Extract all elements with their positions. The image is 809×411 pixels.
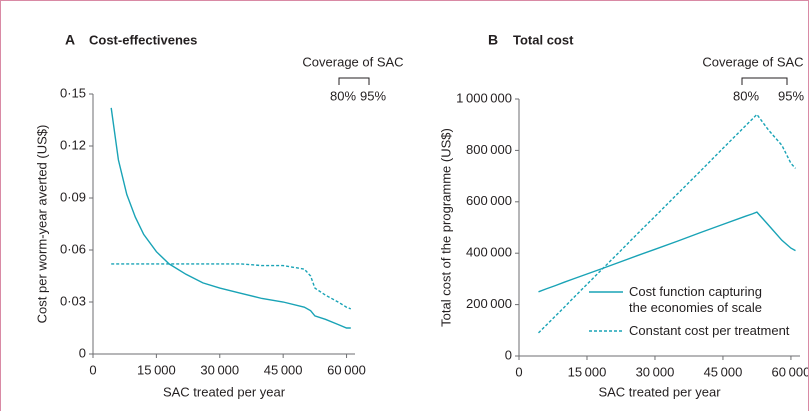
panel-letter: A [65,32,75,48]
legend-label: Cost function capturing the economies of… [629,284,762,315]
line-series [538,113,797,334]
y-tick-label: 0·12 [60,137,86,152]
annotation-label: 80% [733,88,759,103]
line-series [111,263,352,310]
y-tick-label: 0·15 [60,85,86,100]
y-tick-label: 0 [79,345,86,360]
y-axis-label: Cost per worm-year averted (US$) [34,125,49,324]
x-tick-label: 60 000 [327,362,366,377]
y-tick-label: 200 000 [466,296,512,311]
chart-title: Total cost [513,32,574,47]
x-tick-label: 15 000 [137,362,176,377]
y-tick-label: 800 000 [466,142,512,157]
chart-title: Cost-effectivenes [89,32,197,47]
y-tick-label: 0·06 [60,241,86,256]
legend-entry: Constant cost per treatment [629,323,790,338]
y-tick-label: 0·03 [60,293,86,308]
y-tick-label: 0·09 [60,189,86,204]
line-series [538,211,796,293]
x-tick-label: 15 000 [568,364,607,379]
x-axis-label: SAC treated per year [163,384,286,399]
x-tick-label: 30 000 [200,362,239,377]
annotation-bracket [741,77,788,85]
line-series [110,107,351,329]
y-tick-label: 400 000 [466,245,512,260]
x-tick-label: 30 000 [636,364,675,379]
annotation-label: 95% [360,88,386,103]
annotation-label: 80% [330,88,356,103]
y-axis-label: Total cost of the programme (US$) [438,128,453,327]
legend-label: Constant cost per treatment [629,323,790,338]
y-tick-label: 0 [505,347,512,362]
x-tick-label: 0 [515,364,522,379]
annotation-title: Coverage of SAC [302,54,403,69]
annotation-bracket [338,77,370,85]
x-tick-label: 60 000 [772,364,808,379]
x-tick-label: 45 000 [264,362,303,377]
panel-letter: B [488,32,498,48]
annotation-title: Coverage of SAC [702,54,803,69]
x-axis-label: SAC treated per year [598,384,721,399]
annotation-label: 95% [778,88,804,103]
y-tick-label: 600 000 [466,193,512,208]
legend-entry: Cost function capturing the economies of… [629,284,762,315]
x-tick-label: 45 000 [704,364,743,379]
y-tick-label: 1 000 000 [456,90,512,105]
x-tick-label: 0 [89,362,96,377]
